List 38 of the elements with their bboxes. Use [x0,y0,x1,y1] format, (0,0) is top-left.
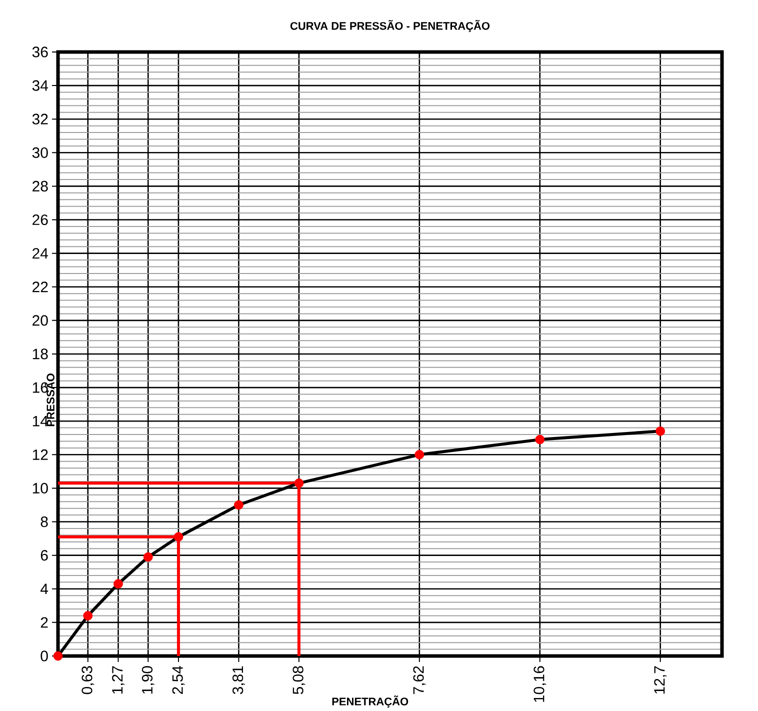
x-tick-label: 7,62 [413,666,426,694]
y-tick-label: 24 [32,248,48,259]
point [294,478,304,488]
y-tick-label: 2 [40,617,48,628]
x-tick-label: 2,54 [172,666,185,694]
point [83,611,93,620]
x-tick-label: 12,7 [654,666,667,694]
point [114,579,123,589]
x-tick-label: 10,16 [534,666,546,702]
y-tick-label: 22 [32,282,48,292]
y-tick-label: 36 [32,46,48,58]
y-tick-label: 32 [32,114,48,124]
y-tick-label: 20 [32,315,48,326]
point [656,426,666,436]
x-tick-label: 5,08 [292,666,306,694]
chart-title: CURVA DE PRESSÃO - PENETRAÇÃO [290,20,490,32]
y-tick-label: 4 [40,584,48,594]
point [53,651,63,661]
point [414,450,424,460]
point [234,500,244,510]
point [143,552,153,562]
y-tick-label: 0 [40,650,48,662]
y-tick-label: 6 [40,550,48,561]
x-tick-label: 0,63 [82,666,94,694]
point [174,532,184,542]
y-tick-label: 34 [32,80,48,91]
y-tick-label: 26 [32,214,48,226]
x-axis-title: PENETRAÇÃO [332,696,408,708]
x-tick-label: 1,27 [112,666,124,694]
y-tick-label: 8 [40,516,48,528]
y-tick-label: 10 [32,482,48,494]
y-tick-label: 30 [32,147,48,158]
y-tick-label: 12 [32,449,48,460]
x-tick-label: 1,90 [142,666,154,694]
y-tick-label: 18 [32,348,48,360]
point [535,434,545,444]
y-tick-label: 28 [32,180,48,192]
x-tick-label: 3,81 [232,666,245,694]
